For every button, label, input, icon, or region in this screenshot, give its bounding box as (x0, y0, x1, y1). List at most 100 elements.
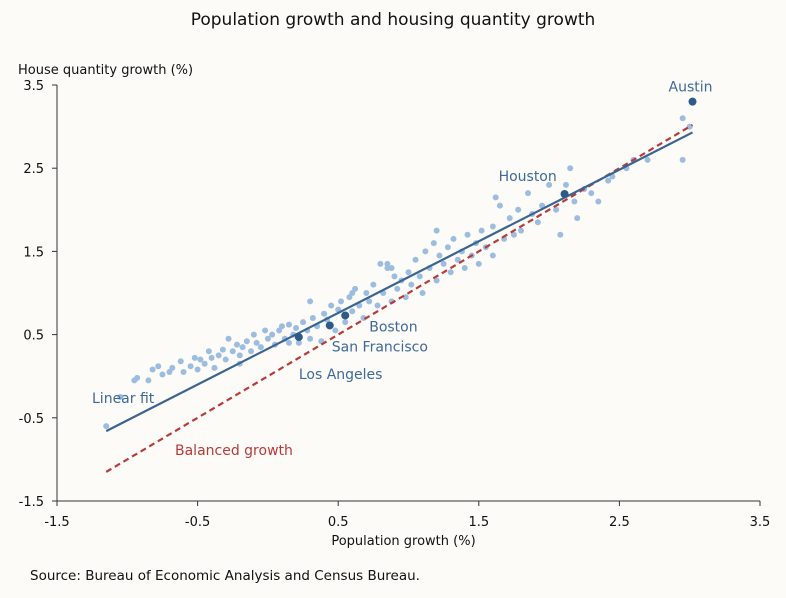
data-point (384, 265, 391, 272)
data-point (149, 366, 156, 373)
data-point (293, 324, 300, 331)
data-point (388, 265, 395, 272)
data-point (239, 344, 246, 351)
data-point (222, 356, 229, 363)
data-point (408, 281, 415, 288)
data-point (169, 364, 176, 371)
city-label: San Francisco (332, 339, 428, 355)
data-point (567, 165, 574, 172)
data-point (269, 331, 276, 338)
data-point (278, 323, 285, 330)
data-point (506, 215, 513, 222)
data-point (366, 298, 373, 305)
linear-fit-label: Linear fit (92, 391, 155, 407)
data-point (208, 354, 215, 361)
data-point (422, 248, 429, 255)
x-tick-label: 3.5 (750, 515, 771, 530)
data-point (436, 252, 443, 259)
city-label: Austin (669, 80, 713, 96)
data-point (510, 231, 517, 238)
data-point (454, 256, 461, 263)
data-point (250, 331, 257, 338)
data-point (464, 231, 471, 238)
data-point (605, 177, 612, 184)
data-point (295, 339, 302, 346)
data-point (370, 281, 377, 288)
linear-fit-line (105, 131, 694, 433)
data-point (402, 294, 409, 301)
data-point (243, 338, 250, 345)
balanced-growth-line (105, 123, 694, 473)
data-point (496, 202, 503, 209)
data-point (103, 423, 110, 430)
data-point (557, 231, 564, 238)
data-point (384, 260, 391, 267)
data-point (159, 371, 166, 378)
data-point (433, 277, 440, 284)
data-point (450, 235, 457, 242)
x-tick-label: 1.5 (468, 515, 489, 530)
data-point (679, 115, 686, 122)
highlighted-point (325, 321, 334, 330)
data-point (416, 273, 423, 280)
highlighted-point (560, 189, 569, 198)
data-point (377, 260, 384, 267)
data-point (201, 360, 208, 367)
data-point (155, 363, 162, 370)
data-point (515, 206, 522, 213)
x-tick-label: 0.5 (328, 515, 349, 530)
data-point (187, 363, 194, 370)
data-point (117, 394, 124, 400)
data-point (644, 156, 651, 163)
data-point (562, 181, 569, 188)
data-point (525, 190, 532, 197)
data-point (571, 198, 578, 205)
highlighted-point (341, 311, 350, 320)
source-note: Source: Bureau of Economic Analysis and … (30, 568, 420, 584)
data-point (374, 302, 381, 309)
data-point (236, 352, 243, 359)
data-point (461, 265, 468, 272)
y-tick-label: -1.5 (19, 495, 44, 510)
data-point (433, 227, 440, 234)
x-axis-label: Population growth (%) (331, 534, 475, 549)
data-point (253, 339, 260, 346)
data-point (285, 321, 292, 328)
data-point (180, 369, 187, 376)
y-tick-label: 1.5 (23, 245, 44, 260)
data-point (197, 356, 204, 363)
data-point (264, 335, 271, 342)
data-point (349, 290, 356, 296)
data-point (342, 319, 349, 326)
y-tick-label: 2.5 (23, 162, 44, 177)
data-point (332, 327, 339, 334)
highlighted-point (294, 333, 303, 342)
x-tick-label: 2.5 (609, 515, 630, 530)
balanced-growth-label: Balanced growth (175, 443, 293, 459)
x-tick-label: -0.5 (185, 515, 210, 530)
data-point (363, 290, 370, 296)
data-point (595, 198, 602, 205)
data-point (191, 354, 198, 361)
data-point (219, 346, 226, 353)
data-point (517, 227, 524, 234)
city-label: Los Angeles (299, 367, 383, 383)
data-point (134, 374, 141, 381)
data-point (229, 348, 236, 355)
data-point (588, 190, 595, 197)
highlighted-point (688, 97, 697, 106)
data-point (478, 227, 485, 234)
data-point (394, 285, 401, 292)
chart-title: Population growth and housing quantity g… (190, 10, 596, 30)
data-point (262, 327, 269, 334)
data-point (177, 358, 184, 365)
data-point (321, 310, 328, 317)
data-point (211, 364, 218, 371)
data-point (328, 302, 335, 309)
data-point (145, 377, 152, 384)
data-point (307, 335, 314, 342)
data-point (489, 223, 496, 230)
data-point (194, 366, 201, 373)
data-point (307, 298, 314, 305)
